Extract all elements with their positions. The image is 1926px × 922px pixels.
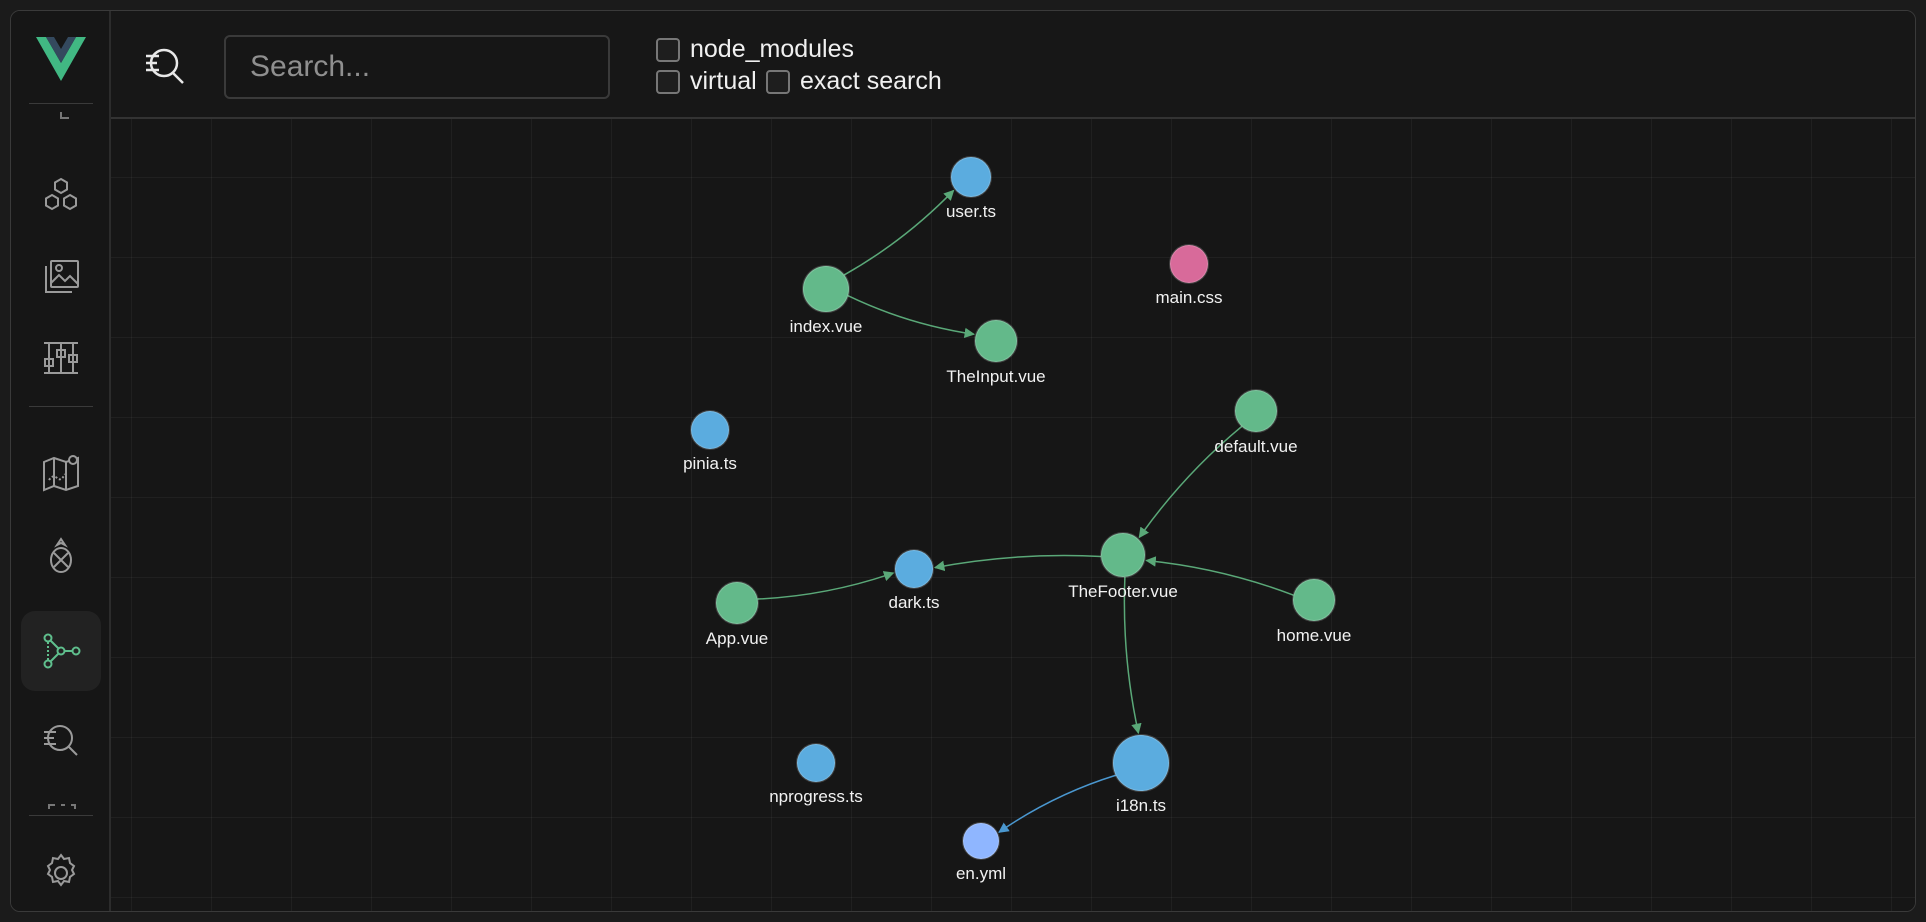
checkbox-label: exact search (800, 67, 942, 95)
graph-icon (43, 633, 81, 669)
node-label: en.yml (956, 864, 1006, 883)
graph-node[interactable]: index.vue (790, 265, 863, 336)
node-label: home.vue (1277, 626, 1352, 645)
node-circle[interactable] (715, 581, 759, 625)
checkbox-label: node_modules (690, 35, 855, 63)
sidebar-divider (29, 406, 93, 407)
sidebar-divider (29, 103, 93, 104)
gear-icon (46, 853, 76, 887)
graph-edge (933, 554, 1102, 572)
settings-button[interactable] (21, 833, 101, 911)
node-label: user.ts (946, 202, 996, 221)
checkbox-label: virtual (690, 67, 757, 95)
sidebar-divider (29, 815, 93, 816)
node-label: dark.ts (888, 593, 939, 612)
node-label: TheFooter.vue (1068, 582, 1178, 601)
node-circle[interactable] (894, 549, 934, 589)
search-input[interactable] (224, 35, 610, 99)
node-label: App.vue (706, 629, 768, 648)
node-circle[interactable] (974, 319, 1018, 363)
checkbox-box[interactable] (766, 69, 790, 94)
graph-node[interactable]: default.vue (1214, 389, 1298, 456)
dashboard-icon (44, 342, 78, 374)
graph-edge (998, 774, 1117, 833)
module-graph[interactable]: user.ts main.css index.vue TheInput.vue pini… (111, 119, 1915, 911)
node-label: default.vue (1214, 437, 1297, 456)
node-circle[interactable] (950, 156, 992, 198)
pineapple-icon (50, 537, 72, 573)
sidebar-item-graph[interactable] (21, 611, 101, 691)
scroll-peek-bottom (47, 799, 77, 809)
node-label: index.vue (790, 317, 863, 336)
node-circle[interactable] (796, 743, 836, 783)
graph-edge (1138, 425, 1243, 539)
scroll-peek-top (47, 109, 77, 119)
map-icon (43, 455, 79, 492)
virtual-checkbox[interactable]: virtual (656, 67, 757, 96)
node-circle[interactable] (1234, 389, 1278, 433)
sidebar-item-components[interactable] (21, 156, 101, 236)
search-list-icon (44, 725, 78, 756)
search-icon[interactable] (141, 41, 189, 89)
graph-edge (757, 571, 895, 600)
sidebar-item-assets[interactable] (21, 237, 101, 317)
node-circle[interactable] (1112, 734, 1170, 792)
sidebar-item-timeline[interactable] (21, 318, 101, 398)
sidebar-item-pinia[interactable] (21, 516, 101, 596)
graph-edge (847, 295, 976, 339)
node-label: pinia.ts (683, 454, 737, 473)
node-label: nprogress.ts (769, 787, 863, 806)
graph-node[interactable]: pinia.ts (683, 410, 737, 473)
node-label: TheInput.vue (946, 367, 1045, 386)
graph-canvas[interactable]: user.ts main.css index.vue TheInput.vue pini… (111, 119, 1915, 911)
graph-node[interactable]: nprogress.ts (769, 743, 863, 806)
graph-node[interactable]: main.css (1155, 244, 1223, 307)
graph-edge (843, 189, 955, 276)
graph-edges (757, 189, 1294, 833)
sidebar-item-search[interactable] (21, 700, 101, 780)
hexagons-icon (45, 177, 77, 211)
node-label: main.css (1155, 288, 1222, 307)
images-icon (45, 260, 79, 293)
node-modules-checkbox[interactable]: node_modules (656, 35, 854, 64)
node-circle[interactable] (690, 410, 730, 450)
app-window: node_modules virtual exact search user.t… (10, 10, 1916, 912)
sidebar-item-routes[interactable] (21, 433, 101, 513)
node-label: i18n.ts (1116, 796, 1166, 815)
graph-edge (1123, 576, 1142, 735)
node-circle[interactable] (1169, 244, 1209, 284)
graph-node[interactable]: TheFooter.vue (1068, 532, 1178, 601)
graph-node[interactable]: home.vue (1277, 578, 1352, 645)
toolbar: node_modules virtual exact search (111, 11, 1915, 119)
graph-node[interactable]: user.ts (946, 156, 996, 221)
vue-logo (36, 37, 86, 81)
node-circle[interactable] (1100, 532, 1146, 578)
node-circle[interactable] (962, 822, 1000, 860)
graph-node[interactable]: i18n.ts (1112, 734, 1170, 815)
checkbox-box[interactable] (656, 37, 680, 62)
graph-node[interactable]: TheInput.vue (946, 319, 1046, 386)
graph-edge (1145, 556, 1294, 596)
checkbox-box[interactable] (656, 69, 680, 94)
sidebar (11, 11, 111, 911)
node-circle[interactable] (1292, 578, 1336, 622)
exact-search-checkbox[interactable]: exact search (766, 67, 942, 96)
graph-nodes: user.ts main.css index.vue TheInput.vue pini… (683, 156, 1352, 883)
graph-node[interactable]: App.vue (706, 581, 768, 648)
node-circle[interactable] (802, 265, 850, 313)
graph-node[interactable]: en.yml (956, 822, 1006, 883)
graph-node[interactable]: dark.ts (888, 549, 940, 612)
